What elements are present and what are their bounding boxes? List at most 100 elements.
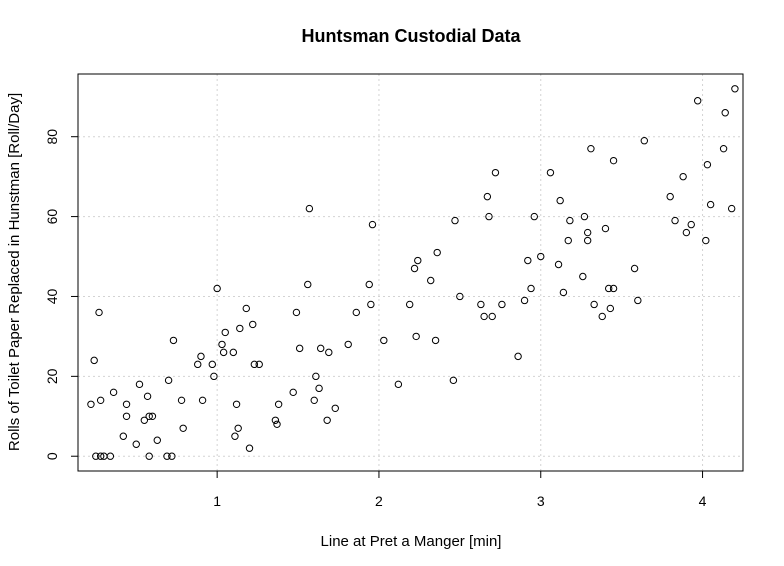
data-point xyxy=(427,276,435,285)
y-tick-label: 0 xyxy=(44,452,60,460)
data-point xyxy=(587,144,595,153)
data-point xyxy=(702,236,710,245)
x-axis: 1 2 3 4 xyxy=(213,471,707,509)
data-point xyxy=(289,388,297,397)
data-point xyxy=(242,304,250,313)
data-point xyxy=(169,336,178,345)
data-point xyxy=(179,424,187,432)
data-point xyxy=(295,344,304,353)
data-point xyxy=(325,348,333,357)
data-point xyxy=(477,300,485,309)
data-points xyxy=(87,85,739,460)
data-point xyxy=(317,344,325,353)
data-point xyxy=(527,284,535,293)
data-point xyxy=(213,284,221,293)
y-axis-label: Rolls of Toilet Paper Replaced in Hunstm… xyxy=(6,93,23,451)
data-point xyxy=(687,220,695,229)
data-point xyxy=(249,320,257,329)
data-point xyxy=(634,296,642,305)
data-point xyxy=(367,300,375,309)
y-tick-label: 60 xyxy=(44,209,60,225)
data-point xyxy=(163,452,171,460)
data-point xyxy=(405,300,414,309)
data-point xyxy=(431,336,440,345)
data-point xyxy=(537,252,545,261)
y-tick-label: 40 xyxy=(44,288,60,304)
data-point xyxy=(221,328,229,337)
data-point xyxy=(122,412,131,420)
data-point xyxy=(679,172,687,181)
data-point xyxy=(703,160,712,169)
data-point xyxy=(693,97,702,105)
data-point xyxy=(410,264,419,273)
data-point xyxy=(480,312,488,321)
data-point xyxy=(210,372,218,381)
data-point xyxy=(236,324,244,333)
data-point xyxy=(177,396,186,405)
x-tick-label: 2 xyxy=(375,493,383,509)
data-point xyxy=(394,380,403,389)
data-point xyxy=(312,372,320,381)
data-point xyxy=(194,360,202,369)
data-point xyxy=(119,432,128,440)
data-point xyxy=(219,348,228,357)
data-point xyxy=(590,300,598,309)
data-point xyxy=(304,280,312,289)
data-point xyxy=(255,360,263,369)
data-point xyxy=(95,308,103,317)
data-point xyxy=(323,416,331,424)
data-point xyxy=(143,392,152,401)
data-point xyxy=(520,296,529,305)
data-point xyxy=(352,308,360,317)
data-point xyxy=(556,196,564,205)
data-point xyxy=(229,348,238,357)
data-point xyxy=(498,300,506,309)
data-point xyxy=(606,304,615,313)
data-point xyxy=(96,396,105,405)
data-point xyxy=(566,216,574,225)
data-point xyxy=(365,280,373,289)
data-point xyxy=(601,224,610,233)
data-point xyxy=(546,168,555,177)
data-point xyxy=(727,204,736,213)
data-point xyxy=(315,384,323,393)
gridlines xyxy=(78,74,743,471)
data-point xyxy=(721,109,729,117)
data-point xyxy=(168,452,176,460)
data-point xyxy=(412,332,420,341)
data-point xyxy=(197,352,205,361)
data-point xyxy=(682,228,691,237)
x-axis-label: Line at Pret a Manger [min] xyxy=(321,533,502,550)
data-point xyxy=(483,192,492,201)
data-point xyxy=(135,380,144,389)
data-point xyxy=(731,85,739,93)
data-point xyxy=(491,168,500,177)
data-point xyxy=(380,336,388,345)
data-point xyxy=(580,212,589,221)
data-point xyxy=(145,412,153,420)
plot-frame xyxy=(77,73,744,472)
data-point xyxy=(671,216,679,225)
data-point xyxy=(274,400,283,409)
data-point xyxy=(106,452,115,460)
data-point xyxy=(344,340,352,349)
data-point xyxy=(148,412,157,420)
data-point xyxy=(488,312,496,321)
data-point xyxy=(164,376,173,385)
data-point xyxy=(609,284,618,293)
data-point xyxy=(273,420,281,428)
data-point xyxy=(666,192,674,201)
data-point xyxy=(96,452,105,460)
data-point xyxy=(198,396,207,405)
data-point xyxy=(153,436,161,444)
data-point xyxy=(564,236,572,245)
data-point xyxy=(331,404,339,412)
data-point xyxy=(524,256,532,265)
data-point xyxy=(583,236,592,245)
data-point xyxy=(449,376,458,385)
data-point xyxy=(271,416,280,424)
data-point xyxy=(232,400,241,409)
data-point xyxy=(109,388,118,397)
data-point xyxy=(485,212,493,221)
